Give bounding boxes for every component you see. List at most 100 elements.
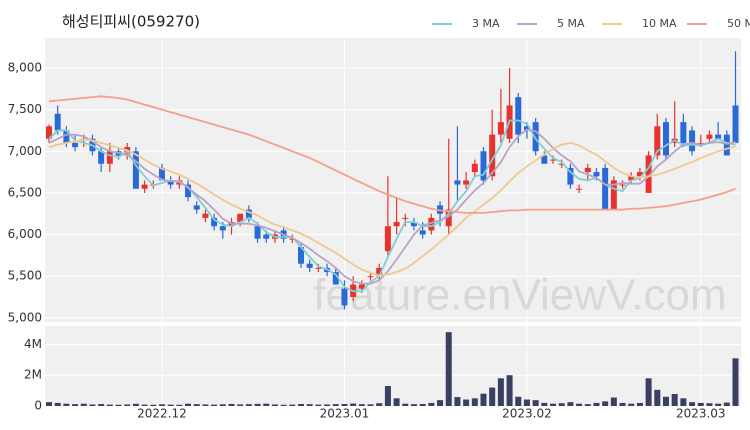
- volume-bar: [280, 404, 287, 406]
- ma-line: [48, 128, 736, 285]
- volume-bar: [150, 404, 157, 406]
- candle-body: [158, 167, 165, 181]
- candle-body: [732, 105, 739, 143]
- volume-bar: [550, 403, 557, 406]
- volume-bar: [219, 404, 226, 406]
- volume-bar: [141, 404, 148, 406]
- volume-panel: [45, 326, 741, 406]
- volume-bar: [263, 403, 270, 406]
- y-tick-label: 5,000: [8, 310, 42, 324]
- volume-bar: [437, 400, 444, 406]
- volume-bar: [567, 402, 574, 406]
- candle-body: [697, 142, 704, 144]
- volume-bar: [428, 402, 435, 406]
- candle-body: [358, 284, 365, 289]
- volume-bar: [593, 402, 600, 406]
- candle-body: [419, 230, 426, 235]
- candle-body: [54, 113, 61, 131]
- candle-body: [219, 226, 226, 231]
- volume-bar: [306, 404, 313, 406]
- volume-bar: [584, 404, 591, 406]
- y-tick-label: 8,000: [8, 60, 42, 74]
- volume-bar: [350, 403, 357, 406]
- volume-bar: [732, 358, 739, 406]
- candle-body: [480, 151, 487, 181]
- volume-bar: [689, 402, 696, 406]
- candle-body: [376, 267, 383, 277]
- candle-body: [532, 122, 539, 152]
- candle-body: [723, 134, 730, 156]
- candle-body: [463, 180, 470, 185]
- candle-body: [393, 222, 400, 227]
- ma-line: [48, 119, 736, 293]
- candle-body: [680, 122, 687, 143]
- volume-bar: [324, 404, 331, 406]
- ma-line: [48, 138, 736, 277]
- candle-body: [523, 126, 530, 131]
- candle-body: [245, 209, 252, 218]
- volume-bar: [515, 396, 522, 406]
- volume-bar: [523, 399, 530, 406]
- candle-body: [541, 155, 548, 164]
- candle-body: [489, 134, 496, 177]
- volume-bar: [480, 393, 487, 406]
- volume-bar: [289, 404, 296, 406]
- volume-bar: [271, 404, 278, 406]
- candle-body: [567, 167, 574, 185]
- candle-body: [593, 172, 600, 177]
- volume-bar: [315, 404, 322, 406]
- volume-bar: [645, 378, 652, 406]
- candle-body: [689, 130, 696, 152]
- volume-bar: [63, 403, 70, 406]
- candle-body: [332, 272, 339, 285]
- candle-body: [628, 176, 635, 181]
- volume-bar: [228, 404, 235, 406]
- volume-bar: [697, 402, 704, 406]
- volume-bar: [463, 399, 470, 406]
- candle-body: [306, 263, 313, 268]
- candle-body: [202, 213, 209, 218]
- volume-bar: [202, 404, 209, 406]
- candle-body: [254, 226, 261, 239]
- candle-body: [341, 288, 348, 306]
- candle-body: [367, 276, 374, 278]
- candle-body: [610, 180, 617, 210]
- volume-bar: [384, 386, 391, 406]
- volume-bar: [185, 403, 192, 406]
- volume-bar: [254, 403, 261, 406]
- volume-bar: [80, 403, 87, 406]
- y-tick-label: 4M: [24, 337, 42, 351]
- volume-bar: [558, 403, 565, 406]
- candle-body: [410, 222, 417, 227]
- volume-bar: [124, 404, 131, 406]
- volume-bar: [158, 404, 165, 406]
- volume-bar: [46, 402, 52, 406]
- y-tick-label: 7,500: [8, 102, 42, 116]
- volume-bar: [193, 404, 200, 406]
- volume-bar: [298, 404, 305, 406]
- candle-body: [315, 267, 322, 269]
- candle-body: [454, 180, 461, 185]
- candle-body: [515, 97, 522, 135]
- candle-body: [445, 209, 452, 227]
- volume-bar: [237, 404, 244, 406]
- candle-body: [428, 217, 435, 231]
- volume-bar: [532, 400, 539, 406]
- candle-body: [645, 155, 652, 193]
- volume-bar: [715, 403, 722, 406]
- y-tick-label: 5,500: [8, 269, 42, 283]
- candle-body: [471, 163, 478, 173]
- volume-bar: [489, 387, 496, 406]
- volume-bar: [393, 398, 400, 406]
- candle-body: [132, 151, 139, 189]
- volume-bar: [419, 404, 426, 406]
- candle-body: [211, 217, 218, 227]
- volume-bar: [410, 404, 417, 406]
- volume-bar: [454, 397, 461, 406]
- candle-body: [715, 134, 722, 139]
- candle-body: [497, 122, 504, 135]
- y-tick-label: 7,000: [8, 144, 42, 158]
- legend-label: 5 MA: [557, 17, 585, 30]
- y-tick-label: 2M: [24, 368, 42, 382]
- candle-body: [185, 184, 192, 198]
